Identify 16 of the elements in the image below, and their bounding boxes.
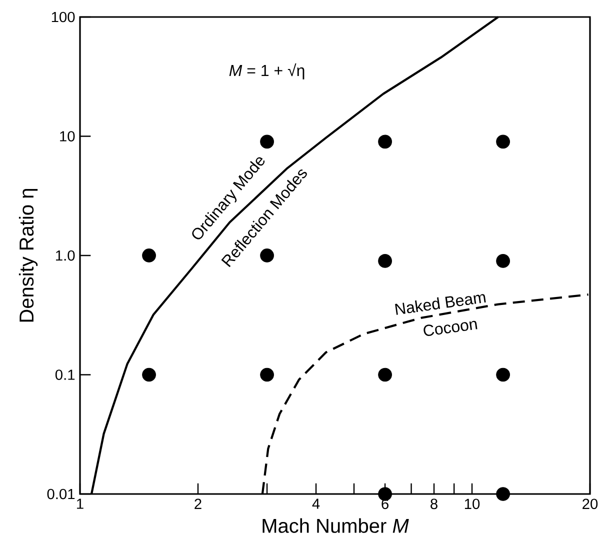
y-axis-title: Density Ratio η: [18, 189, 38, 322]
x-axis-title: Mach Number M: [262, 518, 409, 533]
x-tick-label: 1: [77, 498, 84, 509]
x-tick-label: 2: [194, 498, 202, 509]
x-tick-label: 8: [430, 498, 438, 510]
annotation: M = 1 + √η: [229, 63, 304, 80]
y-tick-label: 10: [60, 131, 75, 142]
y-tick-label: 0.01: [47, 488, 75, 500]
x-tick-label: 4: [312, 498, 320, 509]
annotation: Naked Beam: [395, 294, 486, 315]
y-tick-label: 1.0: [56, 250, 75, 261]
annotation: Cocoon: [424, 320, 478, 336]
y-tick-label: 0.1: [55, 370, 75, 380]
y-tick-label: 100: [52, 12, 75, 22]
x-tick-label: 20: [582, 498, 598, 510]
x-tick-label: 10: [464, 498, 480, 510]
